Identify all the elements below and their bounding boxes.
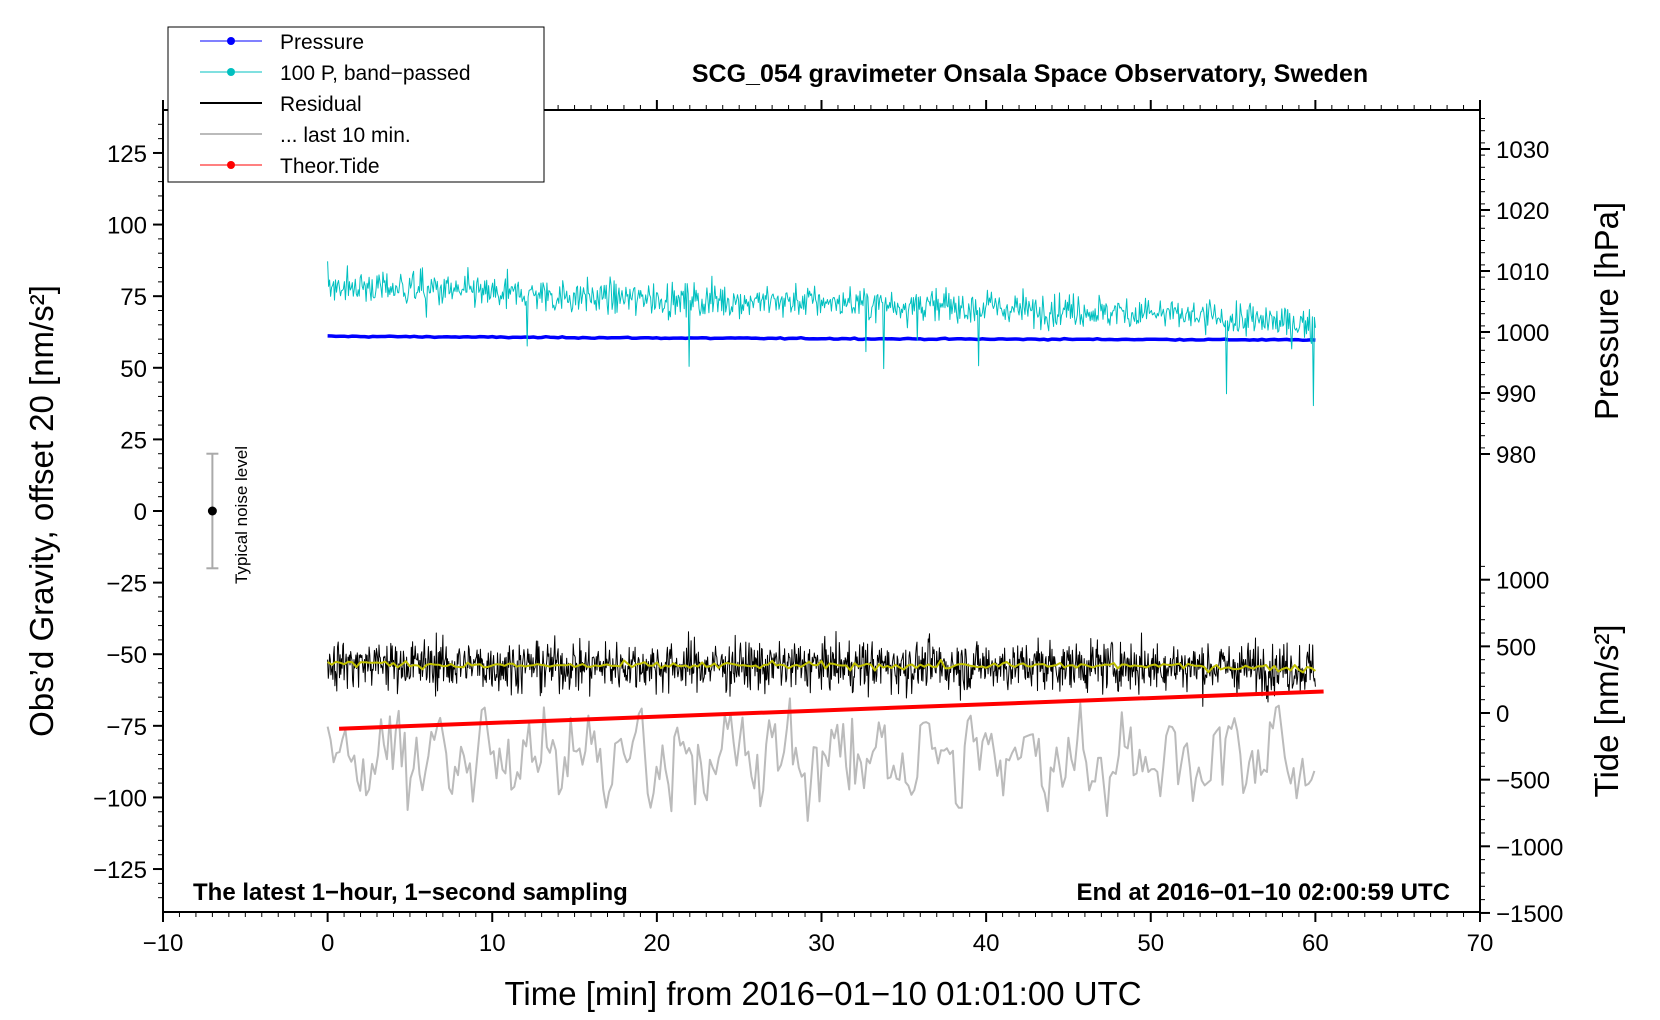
y-tick-label: −100 (93, 785, 147, 812)
y-tick-label: −75 (106, 714, 147, 741)
legend-marker (227, 161, 235, 169)
pressure-tick-label: 1030 (1496, 137, 1549, 164)
legend-label: Theor.Tide (280, 155, 380, 178)
series-pressure (327, 334, 1316, 343)
x-tick-label: 10 (479, 930, 506, 957)
legend-label: ... last 10 min. (280, 124, 411, 147)
y-axis-ticks: 125 100 75 50 25 0 −25 −50 −75 −100 −125 (93, 123, 163, 899)
pressure-tick-label: 980 (1496, 442, 1536, 469)
tide-tick-label: 500 (1496, 634, 1536, 661)
legend-label: Pressure (280, 31, 364, 54)
series-100-p-band-passed (327, 261, 1316, 407)
x-tick-label: 0 (321, 930, 334, 957)
legend-marker (227, 68, 235, 76)
y-tick-label: 25 (120, 427, 147, 454)
series-group (326, 261, 1324, 822)
series-theor-tide (339, 689, 1324, 731)
tide-axis-title: Tide [nm/s²] (1588, 625, 1625, 798)
tide-tick-label: −1500 (1496, 901, 1563, 928)
tide-tick-label: 1000 (1496, 568, 1549, 595)
end-time-label: End at 2016−01−10 02:00:59 UTC (1076, 879, 1450, 906)
y-axis-title-left: Obs’d Gravity, offset 20 [nm/s²] (23, 285, 60, 737)
series-residual-smoothed (327, 658, 1316, 674)
tide-axis-ticks: 1000 500 0 −500 −1000 −1500 (1480, 565, 1563, 928)
tide-tick-label: −500 (1496, 768, 1550, 795)
legend-label: Residual (280, 93, 362, 116)
y-tick-label: −50 (106, 642, 147, 669)
chart-title: SCG_054 gravimeter Onsala Space Observat… (692, 60, 1368, 88)
noise-level-marker (206, 452, 219, 570)
x-tick-label: 30 (808, 930, 835, 957)
x-tick-label: −10 (143, 930, 184, 957)
x-tick-label: 40 (973, 930, 1000, 957)
series-last-10-min (326, 697, 1316, 822)
sampling-label: The latest 1−hour, 1−second sampling (193, 879, 628, 906)
x-tick-label: 70 (1467, 930, 1494, 957)
pressure-axis-ticks: 1030 1020 1010 1000 990 980 (1480, 118, 1549, 469)
y-tick-label: 50 (120, 356, 147, 383)
y-tick-label: 125 (107, 141, 147, 168)
tide-tick-label: −1000 (1496, 834, 1563, 861)
y-tick-label: −125 (93, 857, 147, 884)
legend-label: 100 P, band−passed (280, 62, 471, 85)
x-tick-label: 50 (1137, 930, 1164, 957)
y-tick-label: −25 (106, 571, 147, 598)
legend-box (167, 26, 545, 183)
x-axis-title: Time [min] from 2016−01−10 01:01:00 UTC (504, 975, 1141, 1012)
tide-tick-label: 0 (1496, 701, 1509, 728)
y-tick-label: 75 (120, 284, 147, 311)
noise-center-dot (207, 506, 217, 516)
pressure-tick-label: 990 (1496, 381, 1536, 408)
x-tick-label: 60 (1302, 930, 1329, 957)
pressure-tick-label: 1020 (1496, 198, 1549, 225)
x-tick-label: 20 (644, 930, 671, 957)
y-tick-label: 100 (107, 213, 147, 240)
y-tick-label: 0 (134, 499, 147, 526)
legend-marker (227, 37, 235, 45)
legend: Pressure 100 P, band−passed Residual ... la… (167, 26, 545, 183)
pressure-tick-label: 1010 (1496, 259, 1549, 286)
x-axis-ticks: −10 0 10 20 30 40 50 60 70 (143, 100, 1494, 957)
series-residual (327, 631, 1316, 707)
pressure-tick-label: 1000 (1496, 320, 1549, 347)
pressure-axis-title: Pressure [hPa] (1588, 202, 1625, 420)
noise-level-label: Typical noise level (232, 446, 251, 584)
